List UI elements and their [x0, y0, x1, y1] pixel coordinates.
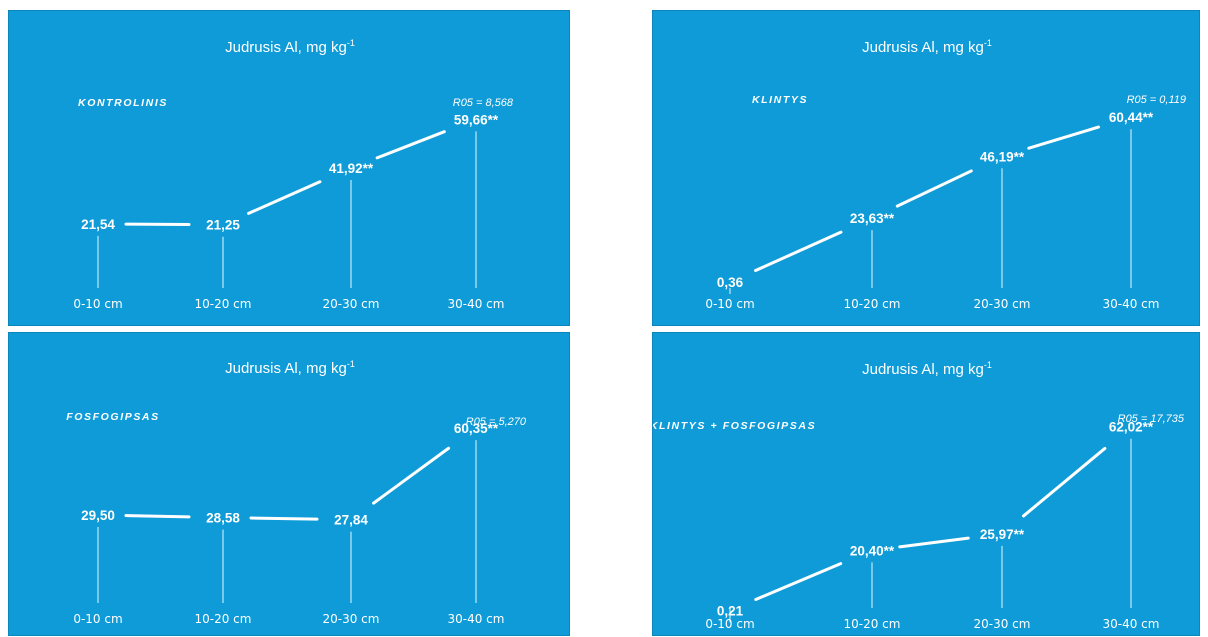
series-line-segment — [249, 182, 320, 214]
series-line-segment — [756, 232, 841, 270]
data-label: 21,54 — [81, 217, 115, 232]
data-label: 62,02** — [1109, 420, 1154, 435]
data-label: 27,84 — [334, 513, 368, 528]
x-tick-label: 20-30 cm — [323, 612, 380, 626]
x-tick-label: 10-20 cm — [195, 612, 252, 626]
chart-panel-klintys-fosfogipsas: Judrusis Al, mg kg-1 KLINTYS + FOSFOGIPSA… — [652, 332, 1200, 636]
x-tick-label: 20-30 cm — [974, 617, 1031, 631]
x-tick-label: 10-20 cm — [195, 297, 252, 311]
x-tick-label: 0-10 cm — [73, 297, 122, 311]
treatment-label: KONTROLINIS — [78, 97, 168, 109]
series-line-segment — [1024, 448, 1105, 516]
x-tick-label: 30-40 cm — [1103, 297, 1160, 311]
chart-panel-kontrolinis: Judrusis Al, mg kg-1 KONTROLINIS R05 = 8,5… — [8, 10, 570, 326]
series-line-segment — [374, 448, 449, 503]
chart-title: Judrusis Al, mg kg-1 — [225, 359, 355, 377]
data-label: 28,58 — [206, 511, 240, 526]
x-tick-label: 20-30 cm — [974, 297, 1031, 311]
series-line-segment — [126, 516, 189, 517]
chart-title: Judrusis Al, mg kg-1 — [225, 38, 355, 56]
x-tick-label: 0-10 cm — [73, 612, 122, 626]
data-label: 21,25 — [206, 218, 240, 233]
x-tick-label: 30-40 cm — [448, 612, 505, 626]
x-tick-label: 20-30 cm — [323, 297, 380, 311]
treatment-label: FOSFOGIPSAS — [66, 411, 159, 423]
x-tick-label: 30-40 cm — [1103, 617, 1160, 631]
series-line-segment — [900, 538, 968, 547]
data-label: 59,66** — [454, 112, 499, 127]
treatment-label: KLINTYS + FOSFOGIPSAS — [653, 420, 816, 432]
r05-annotation: R05 = 8,568 — [453, 97, 514, 109]
chart-title: Judrusis Al, mg kg-1 — [862, 38, 992, 56]
chart-panel-klintys: Judrusis Al, mg kg-1 KLINTYS R05 = 0,119 0,… — [652, 10, 1200, 326]
data-label: 23,63** — [850, 211, 895, 226]
chart-title: Judrusis Al, mg kg-1 — [862, 360, 992, 378]
series-line-segment — [1029, 127, 1099, 148]
data-label: 60,44** — [1109, 110, 1154, 125]
x-tick-label: 0-10 cm — [705, 617, 754, 631]
x-tick-label: 30-40 cm — [448, 297, 505, 311]
series-line-segment — [251, 518, 317, 519]
series-line-segment — [897, 171, 971, 206]
data-label: 20,40** — [850, 543, 895, 558]
chart-klintys: Judrusis Al, mg kg-1 KLINTYS R05 = 0,119 0,… — [653, 11, 1201, 327]
x-tick-label: 0-10 cm — [705, 297, 754, 311]
chart-klintys-fosfogipsas: Judrusis Al, mg kg-1 KLINTYS + FOSFOGIPSA… — [653, 333, 1201, 637]
data-label: 60,35** — [454, 421, 499, 436]
data-label: 29,50 — [81, 508, 115, 523]
r05-annotation: R05 = 0,119 — [1127, 94, 1186, 106]
data-label: 25,97** — [980, 527, 1025, 542]
data-label: 0,36 — [717, 275, 744, 290]
data-label: 46,19** — [980, 149, 1025, 164]
data-label: 41,92** — [329, 161, 374, 176]
series-line-segment — [756, 564, 841, 600]
treatment-label: KLINTYS — [752, 94, 808, 106]
x-tick-label: 10-20 cm — [844, 297, 901, 311]
chart-kontrolinis: Judrusis Al, mg kg-1 KONTROLINIS R05 = 8,5… — [9, 11, 571, 327]
x-tick-label: 10-20 cm — [844, 617, 901, 631]
series-line-segment — [377, 132, 444, 158]
